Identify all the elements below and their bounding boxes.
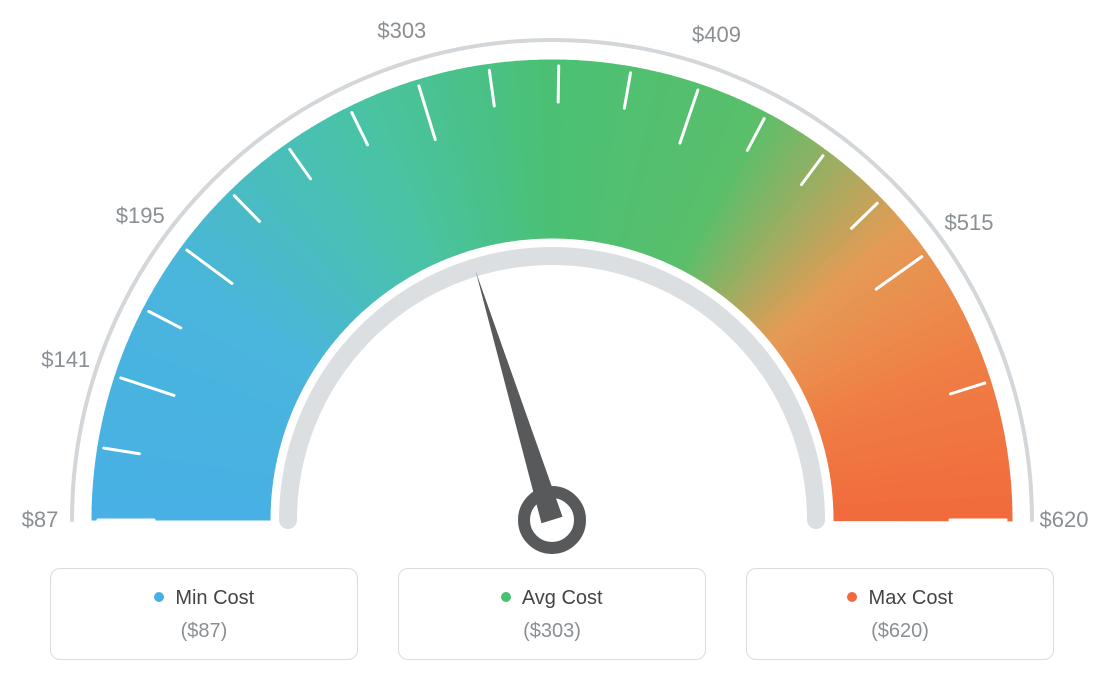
legend-title-min: Min Cost xyxy=(61,587,347,610)
legend-box-min: Min Cost ($87) xyxy=(50,568,358,660)
legend-value-avg: ($303) xyxy=(409,620,695,643)
cost-gauge: $87 $141 $195 $303 $409 $515 $620 xyxy=(0,0,1104,560)
legend-title-min-text: Min Cost xyxy=(175,587,254,609)
legend-title-max: Max Cost xyxy=(757,587,1043,610)
tick-label: $195 xyxy=(116,203,165,229)
tick-label: $409 xyxy=(692,22,741,48)
legend-dot-max xyxy=(847,592,857,602)
tick-label: $141 xyxy=(41,347,90,373)
tick-label: $620 xyxy=(1040,507,1089,533)
tick-label: $303 xyxy=(377,18,426,44)
legend-dot-avg xyxy=(501,592,511,602)
legend-box-avg: Avg Cost ($303) xyxy=(398,568,706,660)
legend-value-min: ($87) xyxy=(61,620,347,643)
legend-value-max: ($620) xyxy=(757,620,1043,643)
legend-title-max-text: Max Cost xyxy=(869,587,953,609)
tick-label: $515 xyxy=(945,210,994,236)
legend-box-max: Max Cost ($620) xyxy=(746,568,1054,660)
legend-title-avg-text: Avg Cost xyxy=(522,587,603,609)
legend-dot-min xyxy=(154,592,164,602)
legend-row: Min Cost ($87) Avg Cost ($303) Max Cost … xyxy=(50,568,1054,660)
tick-label: $87 xyxy=(22,507,59,533)
legend-title-avg: Avg Cost xyxy=(409,587,695,610)
gauge-svg xyxy=(0,0,1104,560)
